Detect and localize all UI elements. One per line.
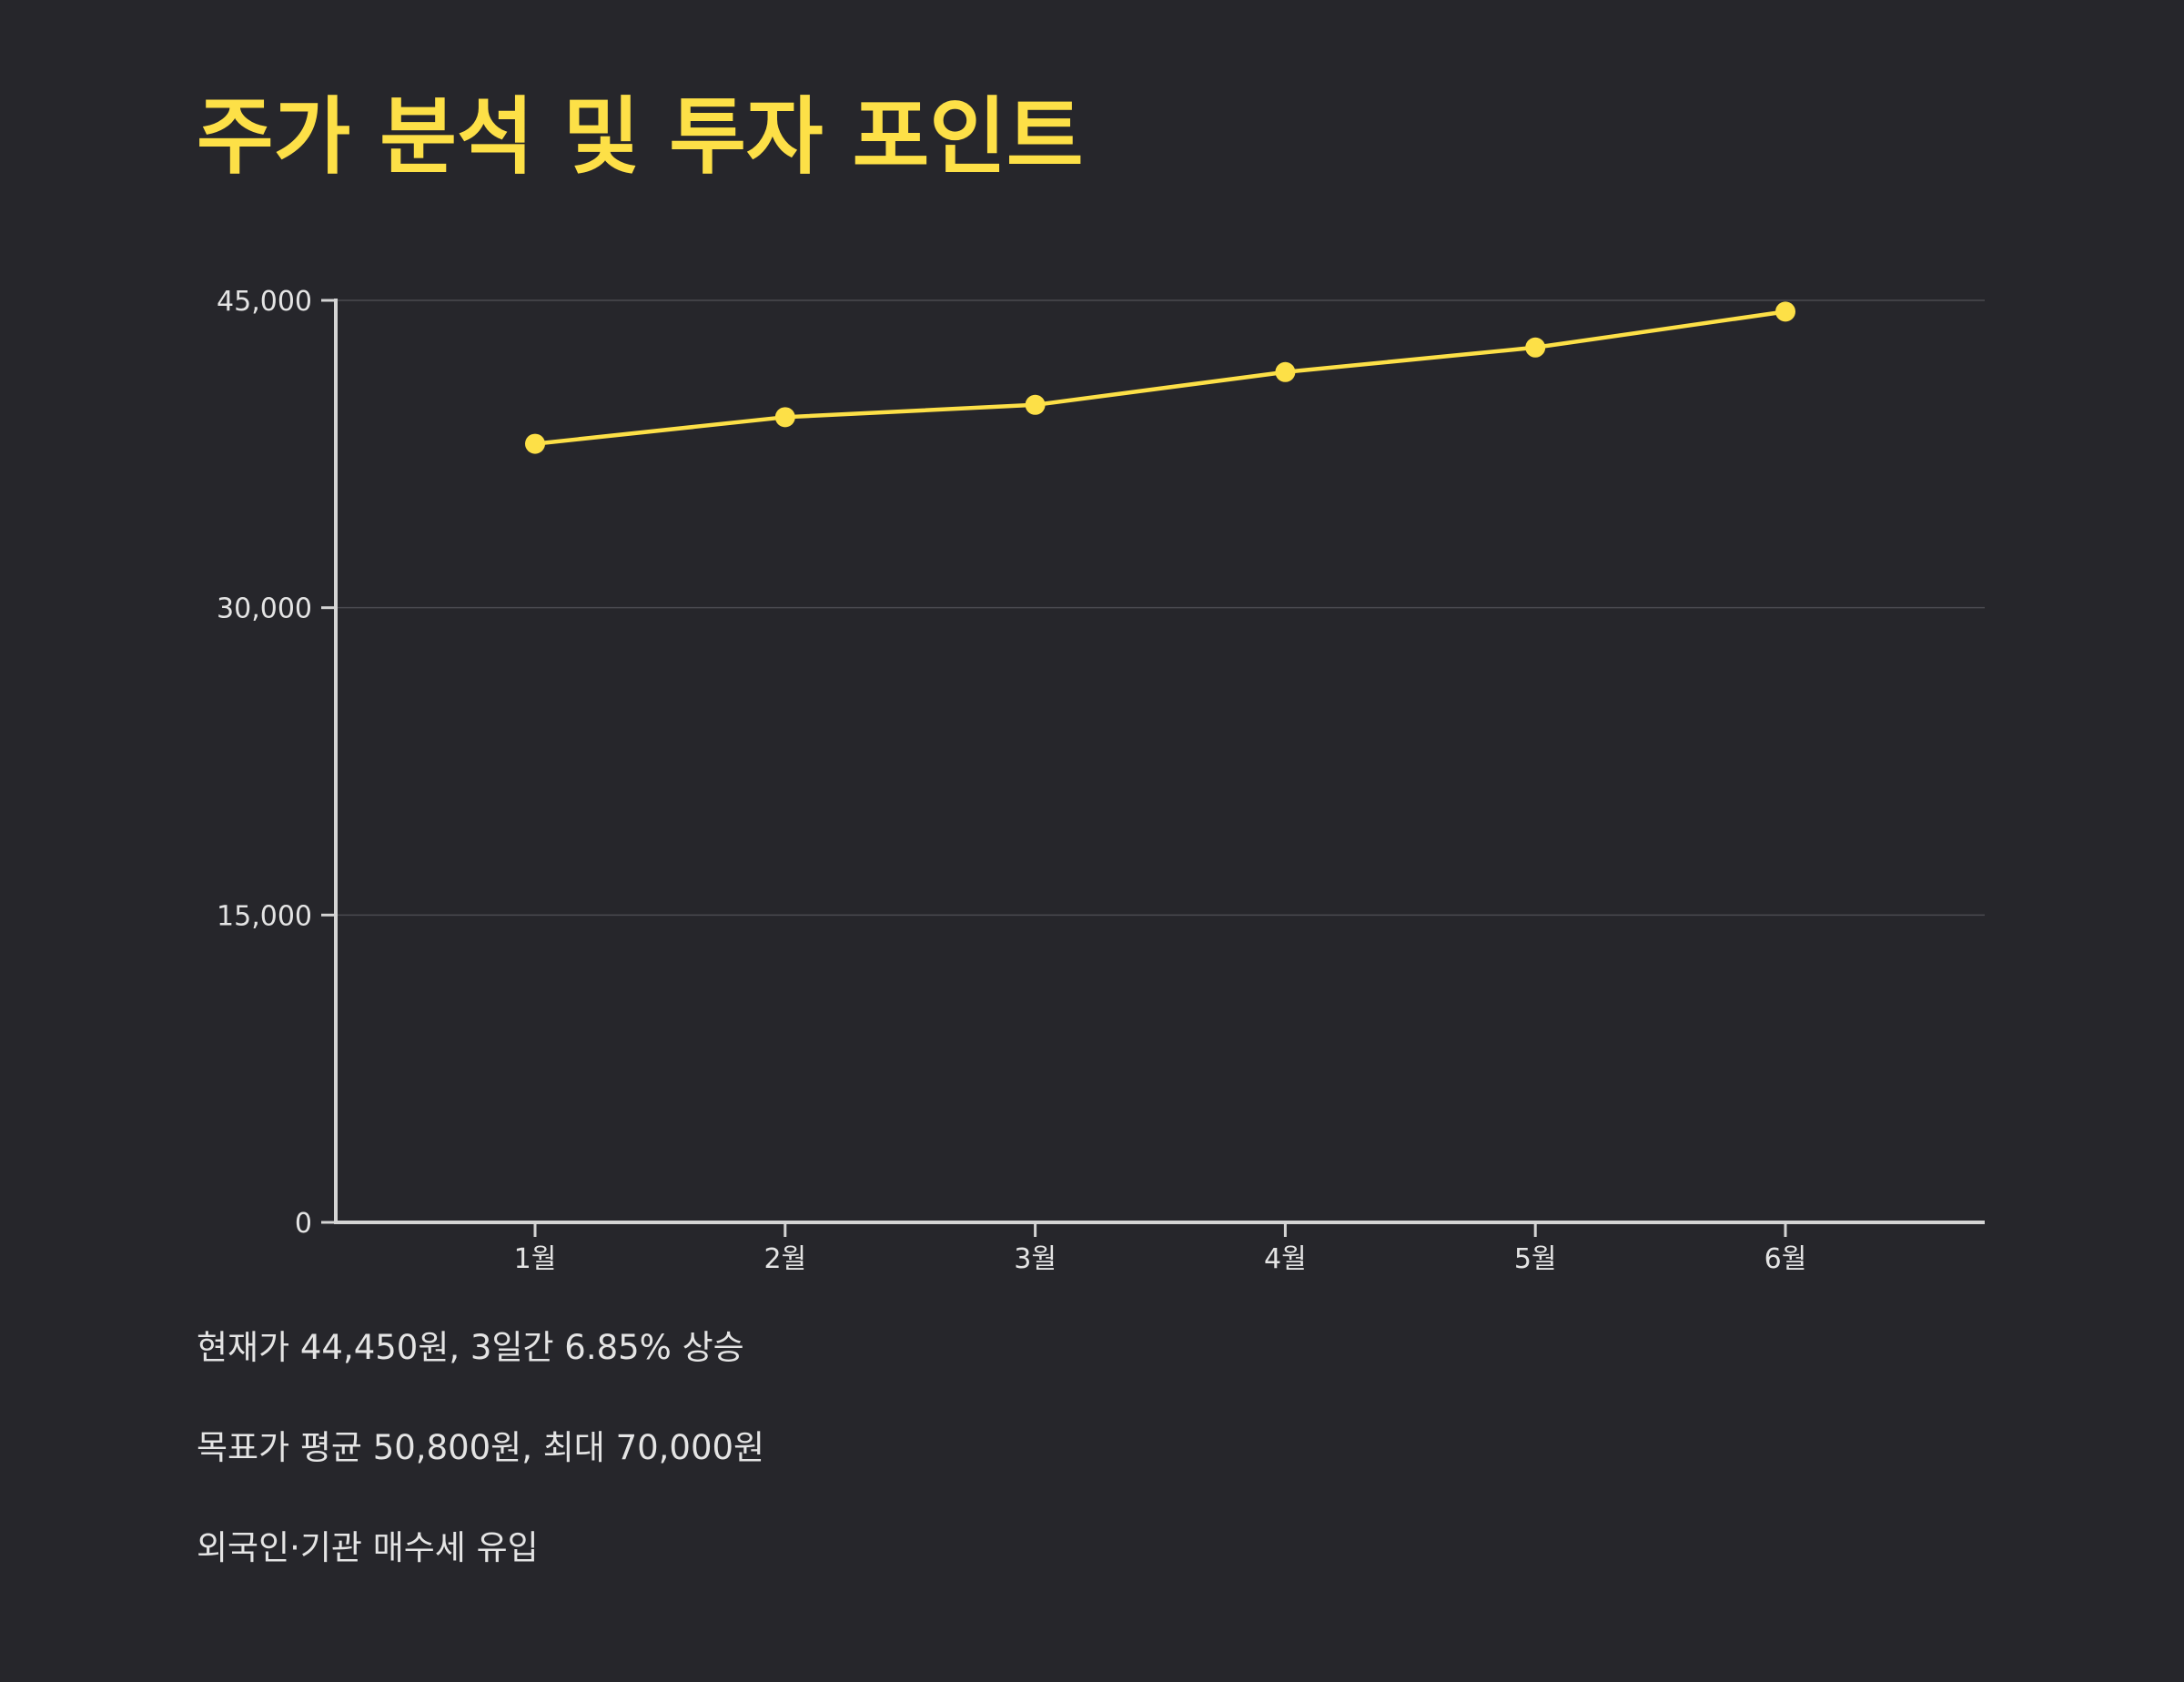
price-data-point [1525,337,1546,358]
price-data-point [1775,301,1795,322]
price-data-point [1275,361,1296,382]
point-current-price: 현재가 44,450원, 3일간 6.85% 상승 [197,1328,744,1367]
x-tick-label: 2월 [763,1243,806,1275]
x-tick-label: 3월 [1014,1243,1057,1275]
price-series-line [532,309,1788,446]
x-tick-label: 6월 [1764,1243,1807,1275]
price-data-point [774,407,795,428]
chart-gridlines [336,299,1985,917]
chart-series [525,301,1795,454]
y-tick-label: 15,000 [217,900,312,932]
stock-price-line-chart: 0 15,000 30,000 45,000 1월 2월 3월 4월 5월 6월 [217,286,1985,1275]
key-points-list: 현재가 44,450원, 3일간 6.85% 상승 목표가 평균 50,800원… [197,1323,764,1624]
x-tick-label: 4월 [1264,1243,1307,1275]
x-tick-label: 5월 [1514,1243,1557,1275]
price-data-point [525,433,545,454]
page-title: 주가 분석 및 투자 포인트 [197,88,1084,186]
price-data-point [1025,394,1046,415]
chart-axes: 0 15,000 30,000 45,000 1월 2월 3월 4월 5월 6월 [217,286,1985,1275]
point-target-price: 목표가 평균 50,800원, 최대 70,000원 [197,1428,765,1467]
y-tick-label: 0 [295,1208,312,1240]
y-tick-label: 30,000 [217,593,312,625]
y-tick-label: 45,000 [217,286,312,318]
point-investor-flow: 외국인·기관 매수세 유입 [197,1528,539,1567]
x-tick-label: 1월 [514,1243,557,1275]
